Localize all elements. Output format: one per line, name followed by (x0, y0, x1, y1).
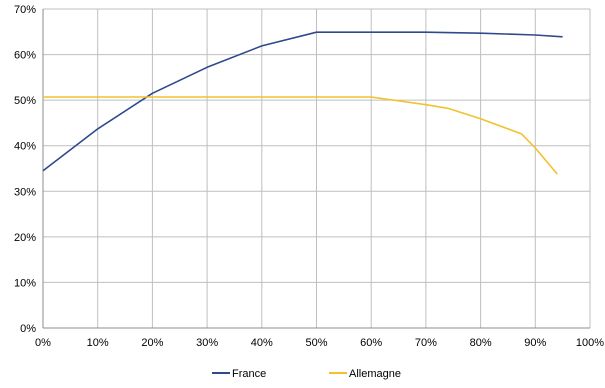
x-tick-label: 0% (35, 337, 51, 349)
y-tick-label: 0% (20, 323, 36, 335)
x-tick-label: 100% (576, 337, 604, 349)
x-tick-label: 70% (415, 337, 437, 349)
y-tick-label: 50% (14, 95, 36, 107)
x-tick-label: 40% (251, 337, 273, 349)
grid-lines (43, 8, 591, 328)
x-tick-label: 80% (470, 337, 492, 349)
y-tick-label: 40% (14, 141, 36, 153)
x-tick-label: 60% (360, 337, 382, 349)
legend-label: France (232, 368, 266, 380)
tick-labels: 0% 10% 20% 30% 40% 50% 60% 70% 0% 10% 20% 30% 40% 50%… (14, 4, 604, 349)
legend-label: Allemagne (349, 368, 401, 380)
x-tick-label: 90% (524, 337, 546, 349)
x-tick-label: 30% (196, 337, 218, 349)
x-tick-label: 20% (141, 337, 163, 349)
series-line-allemagne (43, 96, 558, 175)
series-line-france (42, 31, 563, 172)
y-tick-label: 30% (14, 186, 36, 198)
y-tick-label: 70% (14, 4, 36, 16)
series-lines (42, 31, 563, 175)
y-tick-label: 60% (14, 50, 36, 62)
y-tick-label: 10% (14, 277, 36, 289)
legend: France Allemagne (212, 368, 401, 380)
x-tick-label: 50% (305, 337, 327, 349)
x-tick-label: 10% (87, 337, 109, 349)
y-tick-label: 20% (14, 232, 36, 244)
legend-item-france: France (212, 368, 266, 380)
legend-item-allemagne: Allemagne (329, 368, 401, 380)
axes (42, 9, 590, 329)
